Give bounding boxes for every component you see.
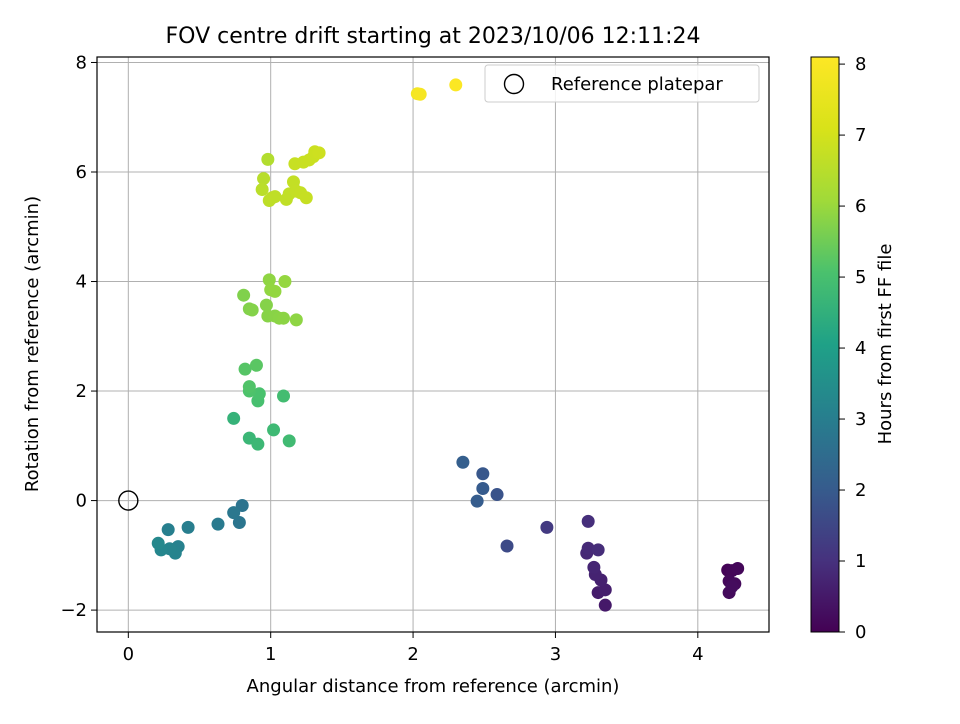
- x-tick-label: 0: [123, 644, 134, 665]
- colorbar-tick-label: 8: [855, 54, 866, 75]
- data-point: [227, 506, 241, 520]
- reference-point-marker: [118, 490, 139, 511]
- data-point: [235, 499, 249, 512]
- data-point: [476, 482, 490, 496]
- data-point: [312, 146, 326, 160]
- legend-marker-icon: [503, 73, 525, 95]
- data-point: [581, 541, 595, 555]
- data-point: [591, 543, 605, 557]
- data-point: [257, 172, 271, 186]
- data-point: [282, 434, 296, 448]
- y-tick-label: 0: [76, 491, 87, 512]
- y-tick-label: 4: [76, 272, 87, 293]
- data-point: [413, 87, 427, 101]
- data-point: [227, 411, 241, 425]
- chart-title: FOV centre drift starting at 2023/10/06 …: [166, 24, 701, 49]
- data-point: [151, 536, 165, 550]
- x-axis: 0 1 2 3 4: [123, 632, 704, 665]
- legend-entry-reference: Reference platepar: [551, 74, 723, 95]
- data-point: [278, 275, 292, 289]
- data-point: [261, 152, 275, 166]
- x-axis-label: Angular distance from reference (arcmin): [247, 676, 620, 697]
- legend: Reference platepar: [484, 64, 760, 103]
- points-layer: [151, 78, 745, 612]
- x-tick-label: 1: [265, 644, 276, 665]
- legend-box: [484, 64, 760, 103]
- data-point: [540, 520, 554, 534]
- data-point: [581, 514, 595, 528]
- colorbar-label: Hours from first FF file: [875, 244, 896, 445]
- data-point: [237, 288, 251, 302]
- data-point: [587, 560, 601, 574]
- data-point: [277, 389, 291, 403]
- data-point: [268, 190, 282, 204]
- data-point: [731, 561, 745, 575]
- plot-frame: [96, 56, 770, 633]
- data-point: [259, 298, 273, 312]
- data-point: [161, 523, 175, 537]
- y-tick-label: 6: [76, 162, 87, 183]
- y-axis: −2 0 2 4 6 8: [60, 52, 97, 621]
- colorbar-tick-label: 3: [855, 409, 866, 430]
- data-point: [299, 191, 313, 205]
- y-tick-label: −2: [60, 600, 87, 621]
- y-axis-label: Rotation from reference (arcmin): [22, 196, 43, 492]
- colorbar-tick-label: 5: [855, 267, 866, 288]
- data-point: [598, 583, 612, 597]
- grid: [97, 57, 769, 632]
- data-point: [277, 311, 291, 325]
- x-tick-label: 3: [550, 644, 561, 665]
- colorbar-tick-label: 4: [855, 338, 866, 359]
- data-point: [181, 520, 195, 534]
- colorbar-tick-label: 7: [855, 125, 866, 146]
- data-point: [211, 517, 225, 531]
- data-point: [490, 488, 504, 502]
- y-tick-label: 2: [76, 381, 87, 402]
- colorbar-ticks: 0 1 2 3 4 5 6 7 8: [839, 54, 866, 643]
- data-point: [598, 598, 612, 612]
- data-point: [456, 455, 470, 469]
- colorbar-tick-label: 2: [855, 480, 866, 501]
- data-point: [476, 467, 490, 481]
- data-point: [249, 358, 263, 372]
- data-point: [470, 494, 484, 508]
- data-point: [252, 387, 266, 401]
- data-point: [255, 183, 269, 197]
- x-tick-label: 2: [407, 644, 418, 665]
- data-point: [262, 273, 276, 287]
- data-point: [449, 78, 463, 92]
- data-point: [232, 515, 246, 529]
- y-tick-label: 8: [76, 52, 87, 73]
- colorbar-gradient: [810, 56, 840, 633]
- data-point: [238, 362, 252, 376]
- colorbar-tick-label: 6: [855, 196, 866, 217]
- reference-marker-layer: [118, 490, 139, 511]
- colorbar-tick-label: 1: [855, 551, 866, 572]
- data-point: [500, 539, 514, 553]
- data-point: [251, 437, 265, 451]
- colorbar: 0 1 2 3 4 5 6 7 8 Hours from first FF file: [810, 54, 896, 643]
- colorbar-tick-label: 0: [855, 622, 866, 643]
- x-tick-label: 4: [692, 644, 703, 665]
- data-point: [289, 313, 303, 327]
- data-point: [242, 380, 256, 394]
- data-point: [268, 284, 282, 298]
- data-point: [725, 580, 739, 594]
- data-point: [267, 423, 281, 437]
- data-point: [245, 303, 259, 317]
